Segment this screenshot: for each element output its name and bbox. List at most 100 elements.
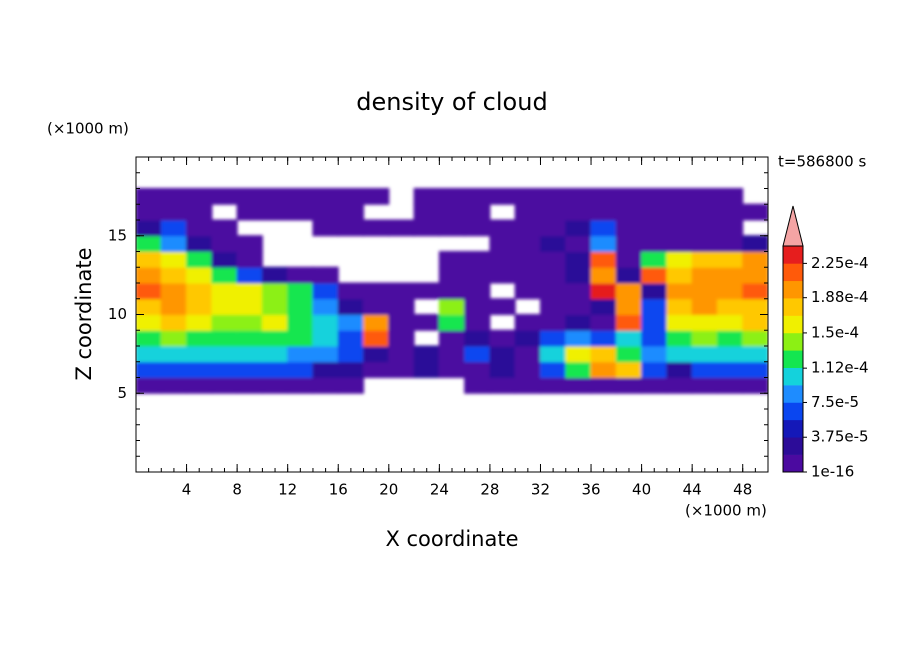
y-unit: (×1000 m) (47, 120, 129, 138)
cell (160, 377, 188, 394)
cell (160, 188, 188, 205)
cell (641, 266, 668, 284)
cell (186, 251, 213, 268)
cell (716, 219, 744, 237)
cell (691, 203, 718, 221)
cell (691, 188, 718, 205)
cell (287, 329, 314, 347)
cell (160, 219, 188, 237)
cell (388, 329, 415, 347)
cell (514, 282, 541, 300)
cell (160, 298, 188, 315)
cell (641, 361, 668, 378)
cell (337, 188, 365, 205)
cell (160, 282, 188, 300)
cell (742, 203, 768, 221)
cell (666, 298, 693, 315)
x-tick-label: 24 (430, 481, 449, 499)
cell (363, 282, 390, 300)
cell (136, 203, 162, 221)
cell (160, 266, 188, 284)
cell (489, 251, 516, 268)
cell (136, 314, 162, 331)
cell (666, 345, 693, 363)
cell (565, 251, 592, 268)
cell (211, 282, 238, 300)
cell (666, 251, 693, 268)
cell (615, 235, 643, 252)
colorbar-band (783, 280, 803, 299)
cell (261, 329, 289, 347)
cell (363, 188, 390, 205)
cell (590, 282, 617, 300)
colorbar-band (783, 332, 803, 351)
cell (438, 282, 466, 300)
cell (742, 361, 768, 378)
cell (438, 188, 466, 205)
x-tick-label: 16 (329, 481, 348, 499)
x-tick-label: 4 (182, 481, 192, 499)
colorbar-band (783, 367, 803, 386)
cell (691, 282, 718, 300)
cell (716, 314, 744, 331)
cell (287, 377, 314, 394)
cell (136, 329, 162, 347)
cell (590, 203, 617, 221)
colorbar-band (783, 315, 803, 334)
cell (160, 235, 188, 252)
colorbar-band (783, 419, 803, 438)
cell (615, 298, 643, 315)
cell (615, 314, 643, 331)
cell (136, 188, 162, 205)
cell (716, 188, 744, 205)
colorbar-band (783, 454, 803, 473)
cell (565, 266, 592, 284)
cell (413, 203, 440, 221)
cell (590, 361, 617, 378)
colorbar-tick-label: 1.5e-4 (811, 323, 859, 341)
cell (337, 282, 365, 300)
cell (742, 329, 768, 347)
cell (641, 282, 668, 300)
cell (464, 377, 491, 394)
cell (590, 298, 617, 315)
cell (742, 345, 768, 363)
cell (186, 219, 213, 237)
cell (590, 219, 617, 237)
cell (312, 361, 339, 378)
cell (489, 266, 516, 284)
cell (539, 219, 567, 237)
colorbar-band (783, 385, 803, 403)
cell (388, 282, 415, 300)
cell (236, 188, 263, 205)
cell (363, 298, 390, 315)
x-tick-label: 40 (632, 481, 651, 499)
cell (464, 329, 491, 347)
cell (413, 345, 440, 363)
cell (211, 266, 238, 284)
cell (539, 282, 567, 300)
cell (539, 188, 567, 205)
cell (136, 345, 162, 363)
x-tick-label: 44 (683, 481, 702, 499)
cell (136, 219, 162, 237)
cell (186, 329, 213, 347)
cell (287, 298, 314, 315)
cell (615, 219, 643, 237)
cell (666, 329, 693, 347)
cell (261, 298, 289, 315)
cell (514, 266, 541, 284)
cell (514, 203, 541, 221)
cell (287, 188, 314, 205)
colorbar-band (783, 437, 803, 455)
cell (211, 219, 238, 237)
cell (716, 251, 744, 268)
cell (742, 251, 768, 268)
colorbar-tick-label: 1.12e-4 (811, 359, 869, 377)
cell (261, 203, 289, 221)
colorbar-extend (782, 205, 804, 247)
cell (641, 314, 668, 331)
y-axis-label: Z coordinate (72, 247, 96, 380)
cell (337, 298, 365, 315)
cell (337, 203, 365, 221)
